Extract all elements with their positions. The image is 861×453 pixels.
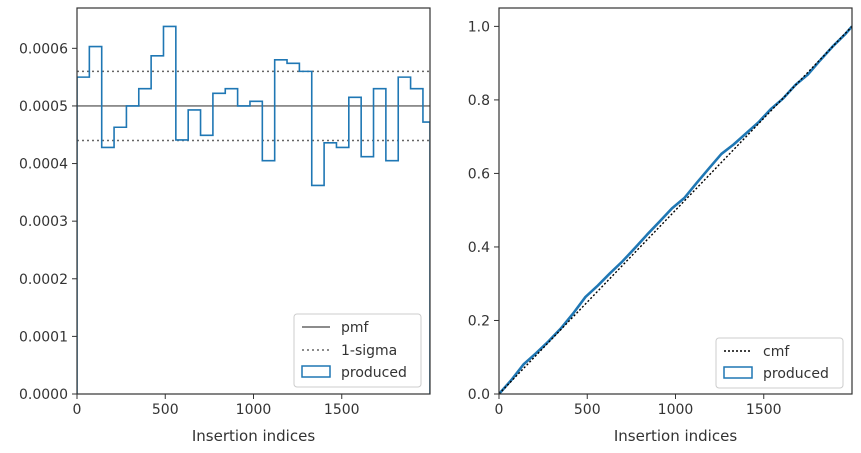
- produced-histogram: [77, 25, 430, 394]
- axis-ticks: 0 500 1000 1500 0.0000 0.0001 0.0002 0.0003 0.00…: [19, 41, 360, 418]
- y-tick-label: 0.0002: [19, 272, 68, 288]
- x-tick-label: 1000: [236, 402, 272, 418]
- legend-cmf-label: cmf: [763, 344, 790, 360]
- cmf-lines: [499, 25, 852, 394]
- x-tick-label: 500: [574, 402, 601, 418]
- legend-pmf-label: pmf: [341, 320, 370, 336]
- legend-produced-label: produced: [341, 365, 407, 381]
- plot-frame: [76, 7, 431, 395]
- axis-ticks: 0 500 1000 1500 0.0 0.2 0.4 0.6 0.8 1.0: [468, 19, 782, 418]
- y-tick-label: 0.0005: [19, 99, 68, 115]
- legend-produced-label: produced: [763, 366, 829, 382]
- produced-step-line: [77, 25, 430, 394]
- x-tick-label: 1000: [658, 402, 694, 418]
- produced-cmf-line: [499, 25, 852, 394]
- pmf-histogram-panel: 0 500 1000 1500 0.0000 0.0001 0.0002 0.0003 0.00…: [19, 7, 431, 445]
- legend-1-sigma-label: 1-sigma: [341, 343, 397, 359]
- x-tick-label: 1500: [746, 402, 782, 418]
- y-tick-label: 0.0003: [19, 214, 68, 230]
- x-tick-label: 0: [495, 402, 504, 418]
- plot-frame: [498, 7, 853, 395]
- y-tick-label: 0.2: [468, 313, 490, 329]
- cmf-panel: 0 500 1000 1500 0.0 0.2 0.4 0.6 0.8 1.0 Insertion…: [468, 7, 853, 445]
- cmf-reference-line: [499, 25, 852, 394]
- y-tick-label: 0.0004: [19, 157, 68, 173]
- x-axis-title: Insertion indices: [192, 427, 315, 445]
- legend: pmf 1-sigma produced: [293, 313, 422, 388]
- y-tick-label: 0.0006: [19, 41, 68, 57]
- x-tick-label: 500: [152, 402, 179, 418]
- y-tick-label: 0.6: [468, 166, 490, 182]
- x-axis-title: Insertion indices: [614, 427, 737, 445]
- x-tick-label: 0: [73, 402, 82, 418]
- legend: cmf produced: [715, 337, 844, 389]
- y-tick-label: 0.8: [468, 93, 490, 109]
- y-tick-label: 0.4: [468, 240, 490, 256]
- legend-produced-swatch: [723, 366, 753, 379]
- legend-produced-swatch: [301, 365, 331, 378]
- y-tick-label: 1.0: [468, 19, 490, 35]
- y-tick-label: 0.0000: [19, 387, 68, 403]
- y-tick-label: 0.0: [468, 387, 490, 403]
- x-tick-label: 1500: [324, 402, 360, 418]
- y-tick-label: 0.0001: [19, 329, 68, 345]
